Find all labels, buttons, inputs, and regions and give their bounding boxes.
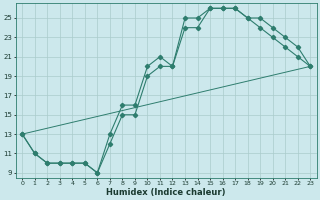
X-axis label: Humidex (Indice chaleur): Humidex (Indice chaleur)	[107, 188, 226, 197]
